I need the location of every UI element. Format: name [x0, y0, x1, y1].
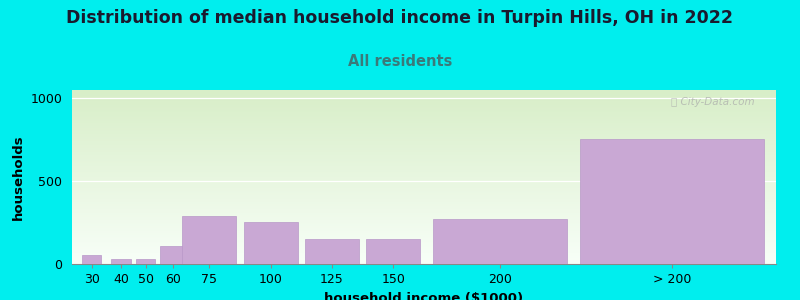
Bar	[433, 219, 567, 264]
Bar	[580, 139, 764, 264]
Text: All residents: All residents	[348, 54, 452, 69]
Bar	[244, 222, 298, 264]
X-axis label: household income ($1000): household income ($1000)	[325, 292, 523, 300]
Y-axis label: households: households	[12, 134, 25, 220]
Bar	[111, 260, 131, 264]
Bar	[136, 260, 155, 264]
Bar	[160, 246, 185, 264]
Bar	[182, 216, 236, 264]
Bar	[366, 239, 420, 264]
Text: Distribution of median household income in Turpin Hills, OH in 2022: Distribution of median household income …	[66, 9, 734, 27]
Bar	[305, 239, 359, 264]
Bar	[82, 255, 102, 264]
Text: ⌕ City-Data.com: ⌕ City-Data.com	[671, 97, 755, 107]
